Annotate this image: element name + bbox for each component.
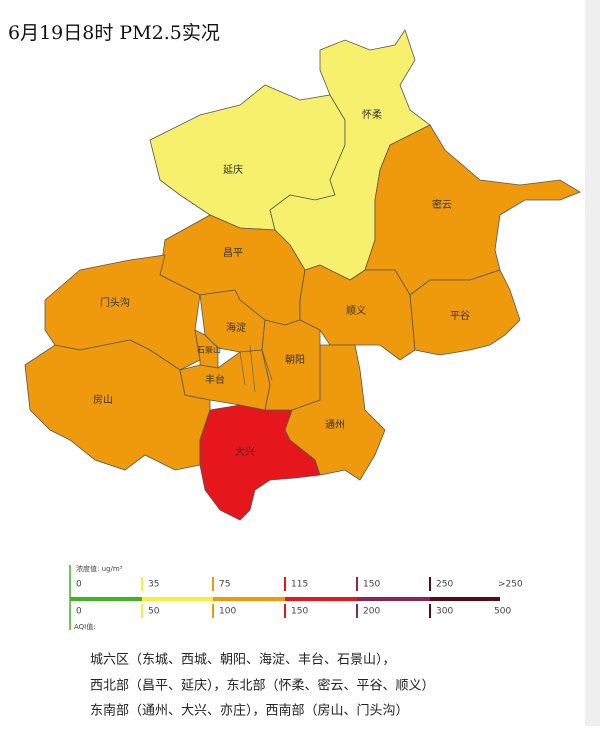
district-label: 房山 <box>93 393 113 406</box>
district-label: 昌平 <box>223 247 243 259</box>
district-label: 门头沟 <box>100 296 130 309</box>
legend-value: 200 <box>363 607 380 617</box>
inner-boundary <box>239 351 246 386</box>
district-label: 朝阳 <box>285 354 305 366</box>
legend-value: 35 <box>148 580 159 590</box>
side-strip <box>585 0 600 726</box>
district-label: 顺义 <box>346 305 366 317</box>
legend-value: 50 <box>148 607 160 617</box>
legend-value: 500 <box>494 607 511 617</box>
district-label: 通州 <box>325 419 345 431</box>
district-label: 密云 <box>432 198 452 211</box>
note: 城六区（东城、西城、朝阳、海淀、丰台、石景山）， <box>90 653 396 668</box>
inner-boundary <box>261 349 273 381</box>
title: 6月19日8时 PM2.5实况 <box>8 22 220 44</box>
legend-value: 300 <box>436 607 453 617</box>
legend-label: 浓度值: ug/m³ <box>76 564 123 573</box>
legend-band <box>70 597 142 601</box>
district-label: 平谷 <box>450 310 470 322</box>
legend-value: 115 <box>291 580 308 590</box>
inner-boundary <box>249 344 256 393</box>
district <box>409 269 521 356</box>
legend-label: AQI值: <box>74 622 96 631</box>
legend-value: 0 <box>76 607 82 617</box>
legend-value: 150 <box>291 607 308 617</box>
note: 东南部（通州、大兴、亦庄），西南部（房山、门头沟） <box>90 703 409 719</box>
legend-band <box>142 597 213 601</box>
district-label: 大兴 <box>235 445 255 458</box>
legend-band <box>285 597 357 601</box>
legend-value: 100 <box>219 607 236 617</box>
legend-value: 150 <box>363 580 380 590</box>
legend-band <box>357 597 430 601</box>
legend-value: 0 <box>76 580 82 590</box>
legend: 浓度值: ug/m³ 0 35 75 115 150 250 >250 0 50 100 150 200… <box>69 564 523 631</box>
legend-band <box>213 597 285 601</box>
district-label: 怀柔 <box>362 109 382 121</box>
legend-value: >250 <box>498 580 523 590</box>
district <box>261 319 321 411</box>
district <box>364 124 581 296</box>
district-label: 延庆 <box>223 163 243 176</box>
district-label: 石景山 <box>197 345 221 355</box>
legend-value: 250 <box>436 580 453 590</box>
note: 西北部（昌平、延庆），东北部（怀柔、密云、平谷、顺义） <box>90 678 435 694</box>
legend-band <box>430 597 500 601</box>
district-label: 丰台 <box>205 373 225 386</box>
district-label: 海淀 <box>226 321 246 334</box>
legend-value: 75 <box>219 580 230 590</box>
